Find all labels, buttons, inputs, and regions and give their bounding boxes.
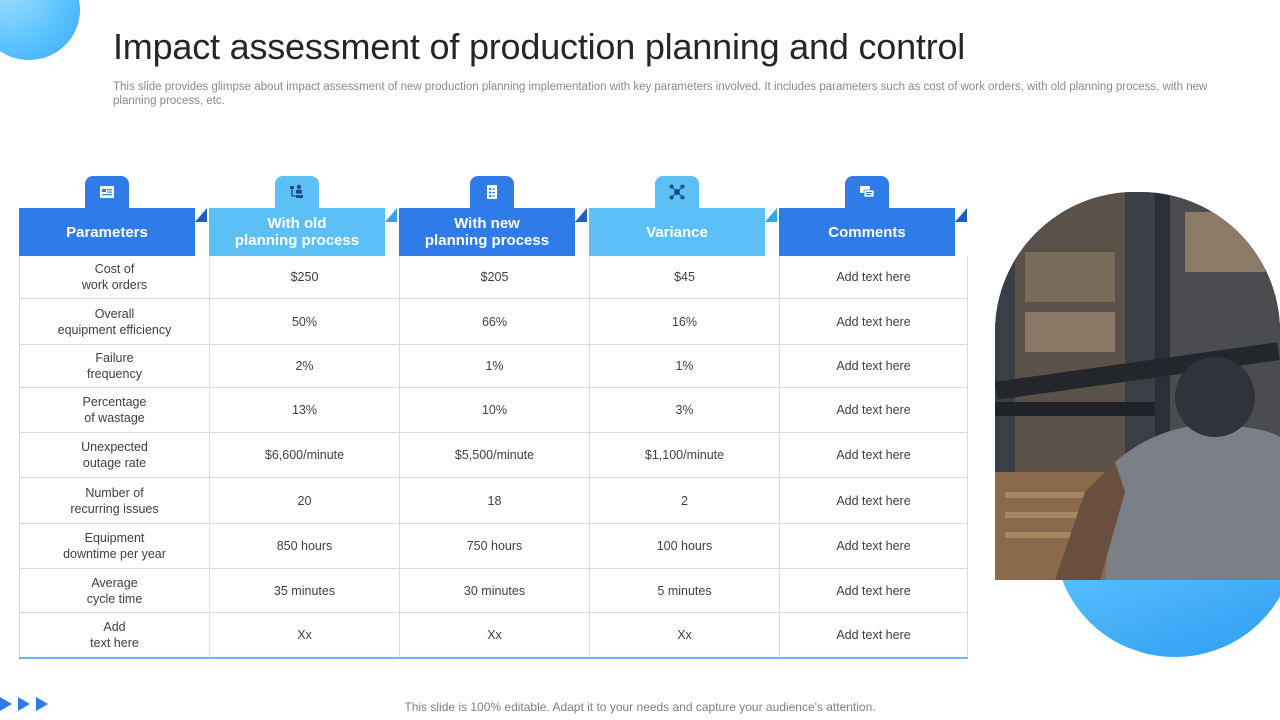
variance-cell: 3% — [589, 388, 779, 432]
new-cell: 10% — [399, 388, 589, 432]
footer-note: This slide is 100% editable. Adapt it to… — [404, 700, 876, 714]
new-cell: $205 — [399, 256, 589, 298]
impact-table: Parameters With old planning process Wit… — [19, 176, 968, 659]
comment-cell: Add text here — [779, 299, 968, 344]
table-row: Unexpected outage rate $6,600/minute $5,… — [19, 433, 968, 478]
comment-cell: Add text here — [779, 524, 968, 568]
header-fold — [575, 208, 587, 222]
param-cell: Average cycle time — [19, 569, 209, 612]
param-cell: Add text here — [19, 613, 209, 657]
old-cell: 2% — [209, 345, 399, 387]
old-cell: 35 minutes — [209, 569, 399, 612]
network-icon — [655, 176, 699, 208]
param-cell: Failure frequency — [19, 345, 209, 387]
table-row: Failure frequency 2% 1% 1% Add text here — [19, 345, 968, 388]
table-body: Cost of work orders $250 $205 $45 Add te… — [19, 256, 968, 659]
play-arrow-icon — [0, 697, 12, 711]
table-row: Overall equipment efficiency 50% 66% 16%… — [19, 299, 968, 345]
param-cell: Equipment downtime per year — [19, 524, 209, 568]
variance-cell: 100 hours — [589, 524, 779, 568]
new-cell: 750 hours — [399, 524, 589, 568]
header-variance: Variance — [589, 208, 765, 256]
header-fold — [385, 208, 397, 222]
header-fold — [955, 208, 967, 222]
table-row: Add text here Xx Xx Xx Add text here — [19, 613, 968, 657]
old-cell: 20 — [209, 478, 399, 523]
page-subtitle: This slide provides glimpse about impact… — [113, 81, 1208, 107]
variance-cell: Xx — [589, 613, 779, 657]
decorative-corner-circle — [0, 0, 80, 60]
comment-cell: Add text here — [779, 256, 968, 298]
org-chart-icon — [275, 176, 319, 208]
chat-icon — [845, 176, 889, 208]
table-header: Parameters With old planning process Wit… — [19, 208, 968, 256]
comment-cell: Add text here — [779, 613, 968, 657]
comment-cell: Add text here — [779, 433, 968, 477]
table-row: Equipment downtime per year 850 hours 75… — [19, 524, 968, 569]
variance-cell: $1,100/minute — [589, 433, 779, 477]
comment-cell: Add text here — [779, 388, 968, 432]
warehouse-worker-photo — [995, 192, 1280, 580]
param-cell: Cost of work orders — [19, 256, 209, 298]
variance-cell: 1% — [589, 345, 779, 387]
old-cell: 850 hours — [209, 524, 399, 568]
variance-cell: 2 — [589, 478, 779, 523]
play-arrow-icon — [36, 697, 48, 711]
column-icons — [19, 176, 968, 208]
variance-cell: 5 minutes — [589, 569, 779, 612]
new-cell: 30 minutes — [399, 569, 589, 612]
comment-cell: Add text here — [779, 478, 968, 523]
table-row: Average cycle time 35 minutes 30 minutes… — [19, 569, 968, 613]
comment-cell: Add text here — [779, 345, 968, 387]
variance-cell: $45 — [589, 256, 779, 298]
header-fold — [765, 208, 777, 222]
play-arrow-icon — [18, 697, 30, 711]
checklist-icon — [470, 176, 514, 208]
old-cell: Xx — [209, 613, 399, 657]
photo-area — [995, 192, 1280, 657]
header-fold — [195, 208, 207, 222]
param-cell: Unexpected outage rate — [19, 433, 209, 477]
param-cell: Percentage of wastage — [19, 388, 209, 432]
variance-cell: 16% — [589, 299, 779, 344]
old-cell: 50% — [209, 299, 399, 344]
old-cell: 13% — [209, 388, 399, 432]
comment-cell: Add text here — [779, 569, 968, 612]
new-cell: 66% — [399, 299, 589, 344]
table-row: Number of recurring issues 20 18 2 Add t… — [19, 478, 968, 524]
param-cell: Number of recurring issues — [19, 478, 209, 523]
page-title: Impact assessment of production planning… — [113, 26, 966, 67]
header-new-process: With new planning process — [399, 208, 575, 256]
document-icon — [85, 176, 129, 208]
new-cell: 18 — [399, 478, 589, 523]
param-cell: Overall equipment efficiency — [19, 299, 209, 344]
header-parameters: Parameters — [19, 208, 195, 256]
decorative-arrows — [0, 697, 52, 711]
new-cell: $5,500/minute — [399, 433, 589, 477]
new-cell: Xx — [399, 613, 589, 657]
new-cell: 1% — [399, 345, 589, 387]
table-row: Percentage of wastage 13% 10% 3% Add tex… — [19, 388, 968, 433]
header-old-process: With old planning process — [209, 208, 385, 256]
old-cell: $250 — [209, 256, 399, 298]
header-comments: Comments — [779, 208, 955, 256]
table-row: Cost of work orders $250 $205 $45 Add te… — [19, 256, 968, 299]
old-cell: $6,600/minute — [209, 433, 399, 477]
